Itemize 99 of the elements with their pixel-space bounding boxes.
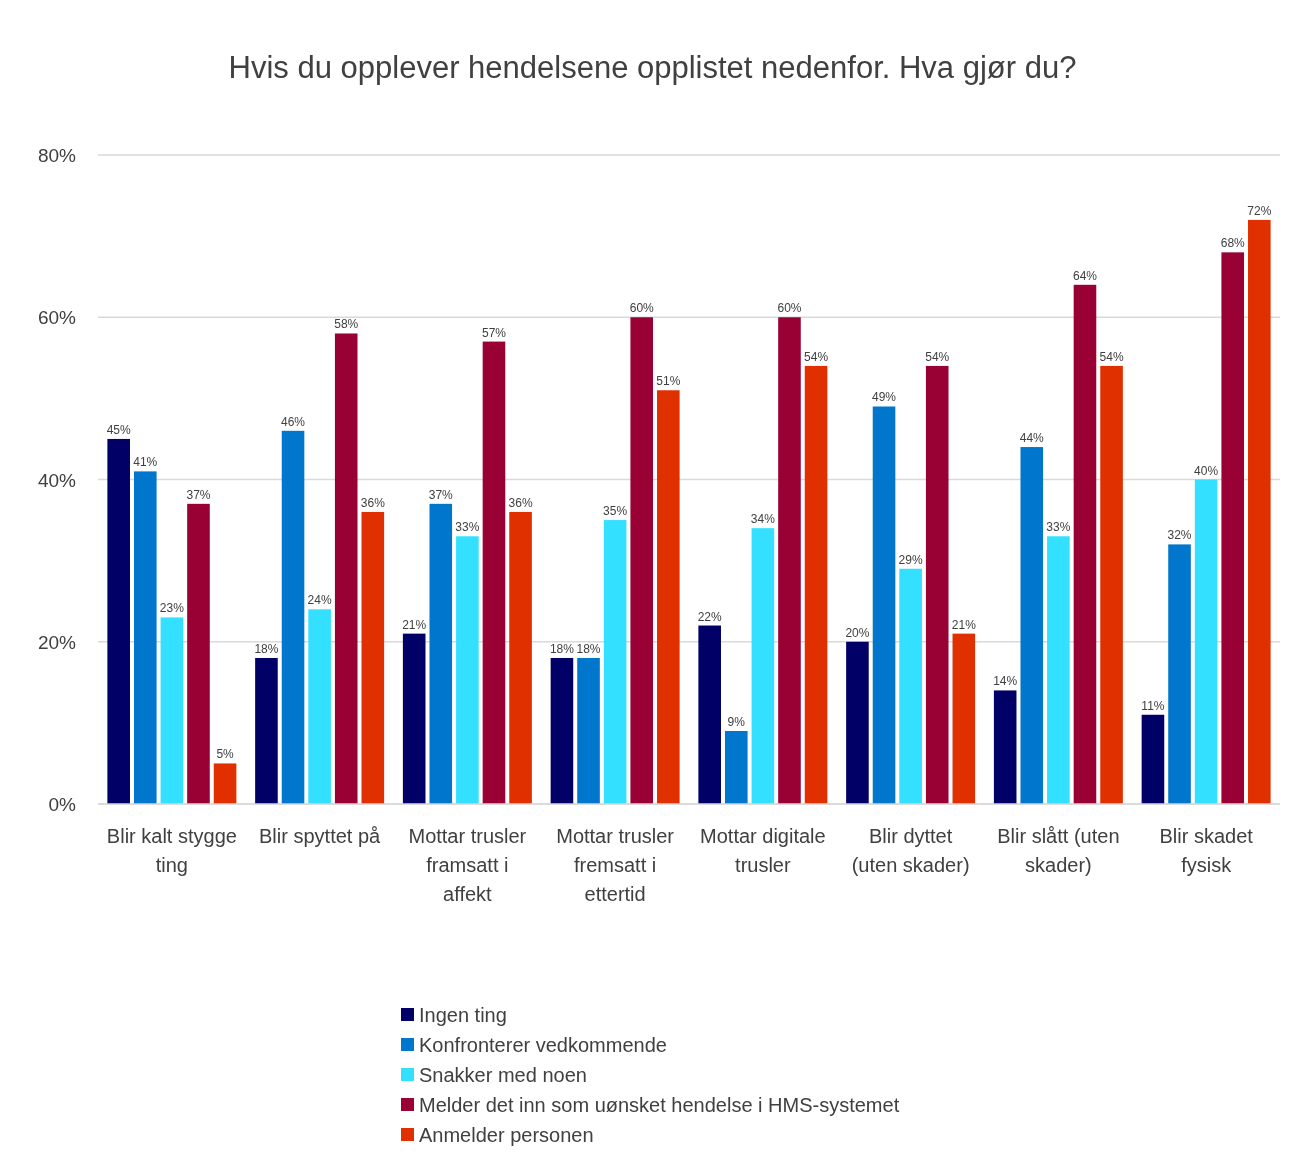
data-label: 60% — [629, 301, 655, 316]
bar — [603, 520, 627, 804]
legend-label: Melder det inn som uønsket hendelse i HMS-systemet — [419, 1094, 900, 1116]
bar — [698, 625, 721, 804]
y-tick-label: 20% — [37, 631, 77, 653]
x-tick-label: Mottar trusler fremsatt i ettertid — [556, 825, 675, 905]
bar — [577, 657, 600, 804]
data-label: 46% — [281, 414, 306, 429]
legend-label: Anmelder personen — [419, 1124, 594, 1146]
data-label: 32% — [1167, 528, 1192, 543]
bar — [402, 633, 426, 804]
data-label: 36% — [360, 495, 386, 510]
data-label: 11% — [1141, 698, 1165, 713]
bar — [1073, 284, 1097, 804]
data-label: 64% — [1072, 268, 1098, 283]
bar — [308, 609, 331, 804]
x-tick-label: Mottar trusler framsatt i affekt — [408, 825, 527, 905]
data-label: 37% — [186, 487, 211, 502]
data-label: 23% — [159, 601, 185, 616]
data-label: 5% — [216, 747, 235, 762]
bar — [872, 406, 896, 804]
data-label: 33% — [1046, 520, 1071, 535]
y-tick-label: 60% — [37, 307, 77, 329]
x-tick-label: Blir dyttet (uten skader) — [851, 825, 970, 876]
data-label: 41% — [133, 455, 158, 470]
data-label: 18% — [549, 641, 575, 656]
data-label: 18% — [576, 641, 601, 656]
data-label: 9% — [727, 714, 746, 729]
bar — [1221, 252, 1245, 804]
legend-label: Konfronterer vedkommende — [419, 1034, 667, 1056]
data-label: 54% — [925, 349, 950, 364]
bar — [899, 568, 922, 804]
x-tick-label: Mottar digitale trusler — [700, 825, 826, 876]
data-label: 45% — [106, 422, 132, 437]
bar — [550, 657, 574, 804]
bar — [509, 511, 532, 804]
y-tick-label: 80% — [37, 145, 77, 166]
data-label: 37% — [428, 487, 454, 502]
data-label: 40% — [1194, 463, 1219, 478]
bar — [107, 438, 130, 804]
bar — [160, 617, 184, 804]
bar — [724, 730, 748, 804]
y-tick-label: 0% — [48, 794, 77, 815]
data-label: 24% — [307, 593, 332, 608]
bar — [482, 341, 506, 804]
bar — [255, 657, 278, 804]
data-label: 36% — [508, 495, 533, 510]
bar — [1020, 447, 1044, 804]
bar — [1248, 219, 1271, 804]
data-label: 14% — [993, 674, 1018, 689]
data-label: 54% — [1099, 349, 1124, 364]
bar — [778, 317, 801, 804]
data-label: 72% — [1247, 203, 1272, 218]
data-label: 68% — [1220, 236, 1246, 251]
legend-label: Snakker med noen — [419, 1064, 587, 1086]
x-tick-label: Blir spyttet på — [259, 825, 382, 847]
data-label: 29% — [898, 552, 923, 567]
data-label: 34% — [750, 512, 776, 527]
bar — [751, 528, 775, 804]
data-label: 21% — [951, 617, 977, 632]
bar — [993, 690, 1017, 804]
bar — [334, 333, 358, 804]
data-label: 35% — [603, 504, 628, 519]
data-label: 49% — [872, 390, 897, 405]
bar — [281, 430, 305, 804]
bar — [361, 511, 385, 804]
chart-title: Hvis du opplever hendelsene opplistet nedenfor. Hva gjør du? — [228, 50, 1077, 85]
bar — [1194, 479, 1218, 804]
data-label: 33% — [455, 520, 480, 535]
bar — [657, 390, 680, 804]
bar — [925, 365, 949, 804]
bar — [133, 471, 157, 804]
bar — [1100, 365, 1123, 804]
bar — [1047, 536, 1070, 804]
y-tick-label: 40% — [37, 469, 77, 491]
x-tick-label: Blir slått (uten skader) — [997, 825, 1120, 876]
data-label: 58% — [334, 317, 359, 332]
bar — [952, 633, 976, 804]
data-label: 20% — [845, 625, 870, 640]
bar — [1168, 544, 1191, 804]
data-label: 60% — [777, 301, 802, 316]
bar — [846, 641, 869, 804]
data-label: 54% — [804, 349, 829, 364]
bar — [630, 317, 654, 804]
data-label: 21% — [402, 617, 427, 632]
bar — [1141, 714, 1165, 804]
bar — [187, 503, 210, 804]
data-label: 57% — [481, 325, 507, 340]
data-label: 18% — [254, 641, 279, 656]
data-label: 22% — [697, 609, 723, 624]
bar — [429, 503, 453, 804]
bar — [456, 536, 479, 804]
data-label: 51% — [656, 374, 681, 389]
bar — [804, 365, 828, 804]
x-tick-label: Blir skadet fysisk — [1159, 825, 1254, 876]
x-tick-label: Blir kalt stygge ting — [106, 825, 237, 876]
legend-label: Ingen ting — [419, 1004, 507, 1026]
data-label: 44% — [1019, 431, 1045, 446]
bar — [213, 763, 237, 804]
